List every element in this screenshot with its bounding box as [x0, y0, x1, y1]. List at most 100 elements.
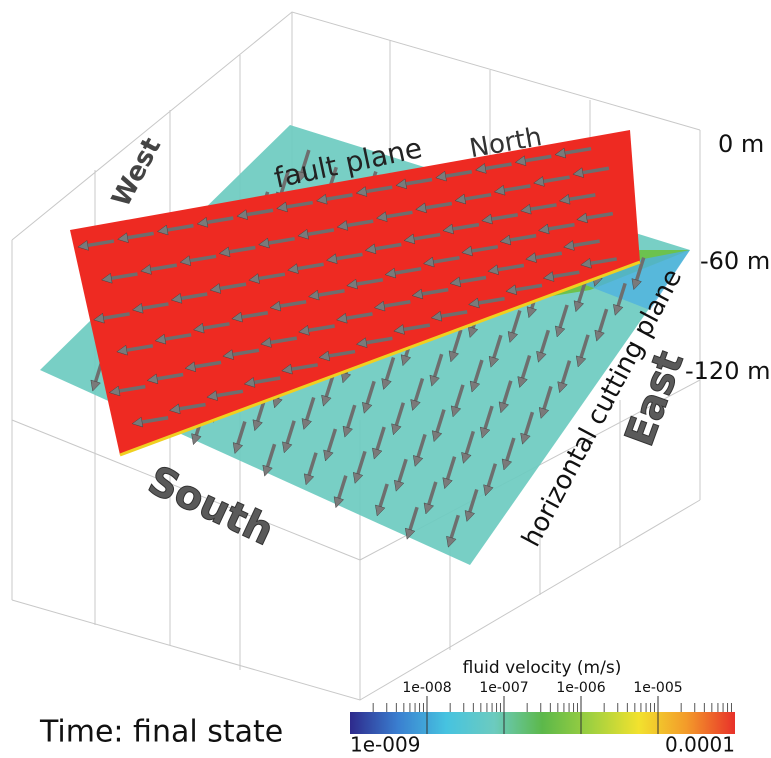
arrow-head — [364, 243, 377, 255]
arrow-head — [372, 447, 383, 460]
arrow-shaft — [520, 154, 552, 164]
arrow-head — [431, 430, 443, 443]
colorbar-tick-label: 1e-007 — [479, 680, 528, 696]
arrow-head — [520, 432, 531, 445]
arrow-head — [131, 416, 144, 428]
arrow-shaft — [569, 239, 600, 248]
arrow-shaft — [138, 302, 169, 311]
arrow-head — [403, 233, 416, 245]
arrow-head — [262, 464, 273, 477]
arrow-head — [505, 284, 517, 296]
arrow-head — [342, 425, 353, 438]
arrow-shaft — [407, 506, 419, 535]
arrow-head — [479, 426, 491, 439]
arrow-shaft — [137, 415, 169, 425]
arrow-shaft — [578, 166, 610, 176]
arrow-shaft — [355, 450, 367, 479]
arrow-head — [362, 401, 373, 414]
arrows-fault — [77, 146, 618, 428]
arrow-shaft — [160, 333, 192, 342]
arrow-head — [429, 374, 440, 387]
arrow-head — [394, 479, 405, 492]
arrow-head — [391, 423, 402, 436]
arrow-shaft — [415, 433, 427, 462]
arrow-head — [333, 496, 345, 509]
fault-plane — [70, 130, 640, 455]
arrow-head — [542, 271, 555, 282]
arrow-shaft — [383, 356, 396, 385]
arrow-head — [410, 399, 421, 412]
arrow-head — [77, 240, 89, 251]
arrow-shaft — [450, 329, 463, 357]
arrow-head — [325, 253, 338, 265]
arrow-shaft — [123, 231, 154, 241]
arrow-head — [252, 419, 263, 432]
arrow-shaft — [293, 262, 324, 272]
arrow-head — [140, 264, 152, 275]
arrow-shaft — [466, 488, 479, 517]
arrow-head — [435, 170, 447, 182]
arrow-head — [594, 329, 605, 342]
arrow-head — [282, 441, 293, 454]
arrow-head — [179, 255, 192, 266]
arrow-shaft — [382, 210, 413, 220]
arrow-shaft — [519, 355, 532, 383]
arrow-head — [352, 471, 364, 484]
arrow-head — [393, 324, 405, 335]
arrow-shaft — [485, 463, 498, 491]
arrow-shaft — [396, 458, 408, 487]
arrow-head — [501, 458, 513, 471]
arrow-head — [580, 257, 592, 269]
arrow-head — [108, 385, 121, 397]
arrow-shaft — [303, 228, 335, 237]
arrow-head — [340, 371, 352, 384]
arrow-shaft — [83, 239, 115, 248]
arrow-head — [303, 473, 315, 486]
arrow-shaft — [176, 292, 208, 301]
arrow-shaft — [633, 257, 646, 285]
colorbar-ticks: 1e-008 1e-007 1e-006 1e-005 — [372, 680, 732, 734]
arrow-shaft — [596, 308, 609, 336]
arrow-head — [117, 232, 129, 244]
arrow-shaft — [306, 452, 318, 480]
arrow-head — [557, 381, 568, 394]
arrow-shaft — [493, 263, 525, 273]
arrow-shaft — [185, 254, 217, 264]
arrow-head — [191, 433, 202, 446]
arrow-shaft — [175, 402, 206, 412]
arrow-shaft — [425, 481, 438, 509]
colorbar-max-label: 0.0001 — [665, 733, 735, 757]
arrow-shaft — [460, 192, 492, 202]
arrow-shaft — [242, 208, 274, 218]
arrow-shaft — [325, 428, 338, 456]
arrow-shaft — [615, 282, 627, 311]
arrow-head — [258, 237, 270, 249]
arrow-head — [526, 306, 538, 319]
arrow-head — [297, 228, 309, 240]
arrow-shaft — [362, 336, 393, 346]
arrow-shaft — [299, 149, 311, 177]
arrow-head — [318, 350, 331, 362]
arrow-shaft — [215, 282, 247, 291]
arrow-head — [243, 377, 256, 388]
south-label: South — [141, 457, 280, 555]
arrow-shaft — [487, 213, 519, 222]
arrow-shaft — [342, 312, 373, 321]
arrow-shaft — [284, 420, 296, 448]
arrow-shaft — [190, 360, 222, 370]
arrow-shaft — [199, 322, 230, 331]
arrow-head — [430, 310, 443, 322]
arrow-shaft — [114, 384, 146, 394]
arrow-shaft — [472, 359, 484, 387]
arrow-head — [375, 211, 388, 222]
arrow-shaft — [152, 372, 184, 382]
arrow-head — [355, 186, 368, 197]
arrow-head — [192, 322, 205, 334]
colorbar-min-label: 1e-009 — [350, 733, 420, 757]
arrow-head — [442, 477, 453, 490]
arrow-head — [156, 224, 169, 236]
arrow-shaft — [303, 396, 316, 425]
arrow-shaft — [434, 409, 446, 437]
arrow-shaft — [578, 334, 590, 362]
arrow-shaft — [509, 309, 522, 338]
